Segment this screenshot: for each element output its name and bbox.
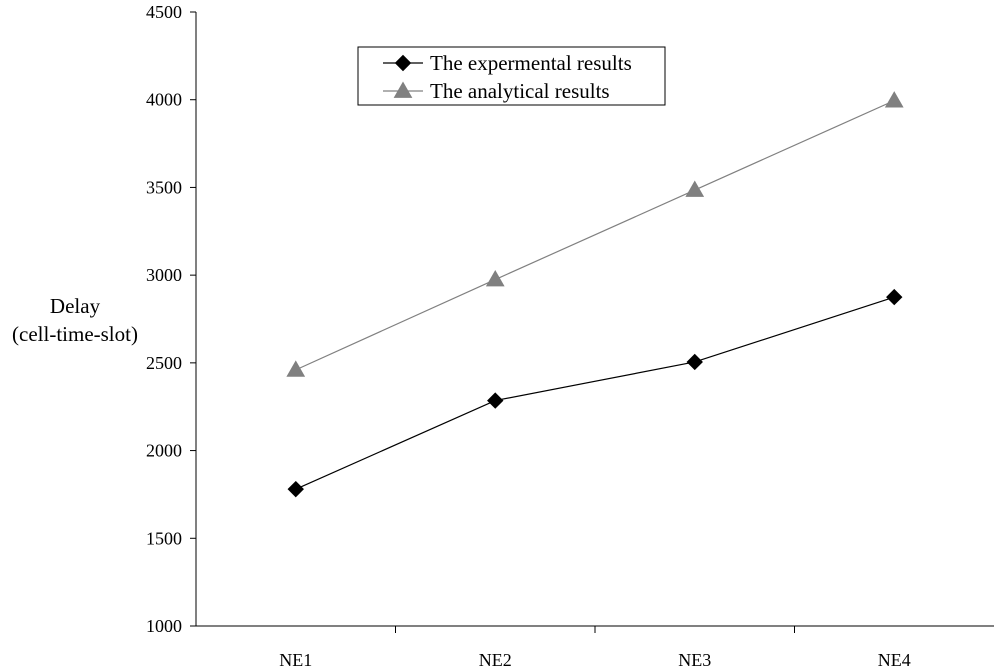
data-point [886,288,903,306]
y-tick-label: 4500 [146,2,182,22]
x-tick-label: NE2 [479,650,512,670]
legend-label: The expermental results [430,51,632,75]
y-tick-label: 3000 [146,265,182,285]
y-axis-label-sub: (cell-time-slot) [12,322,138,346]
y-tick-label: 4000 [146,90,182,110]
series-1 [287,288,903,498]
y-tick-label: 3500 [146,177,182,197]
legend-marker [393,81,413,98]
series-layer [286,91,904,498]
series-line [295,100,895,371]
x-tick-label: NE1 [279,650,312,670]
y-axis-label: Delay [50,294,101,318]
y-tick-label: 1000 [146,616,182,636]
y-tick-label: 1500 [146,528,182,548]
series-line [295,296,895,490]
legend: The expermental results The analytical re… [357,46,666,106]
x-tick-label: NE4 [878,650,911,670]
data-point [487,392,504,409]
y-axis-ticks: 1000 1500 2000 2500 3000 3500 4000 4500 [146,2,196,636]
data-point [287,480,304,498]
legend-label: The analytical results [430,79,610,103]
y-tick-label: 2000 [146,441,182,461]
y-tick-label: 2500 [146,353,182,373]
data-point [286,360,306,377]
data-point [884,91,904,108]
data-point [686,353,703,371]
x-tick-label: NE3 [678,650,711,670]
data-point [485,270,505,287]
x-axis-ticks: NE1 NE2 NE3 NE4 [279,626,911,670]
series-2 [286,91,904,377]
legend-marker [394,54,412,72]
data-point [685,180,705,197]
